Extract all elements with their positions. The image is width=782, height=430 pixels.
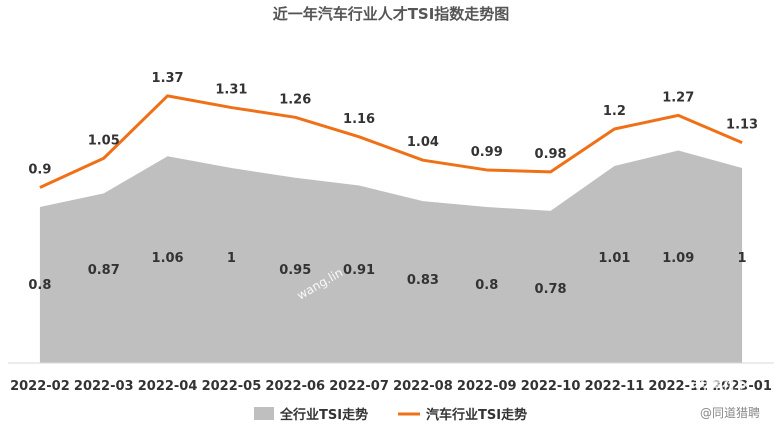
x-tick-label: 2022-07 <box>329 379 389 394</box>
line-data-label: 1.37 <box>152 71 184 86</box>
legend-swatch-all-industry <box>254 407 274 420</box>
line-data-label: 0.99 <box>471 145 503 160</box>
line-data-label: 0.9 <box>28 163 51 178</box>
legend-label-all-industry: 全行业TSI走势 <box>279 407 368 423</box>
area-data-label: 0.78 <box>535 282 567 297</box>
x-tick-label: 2022-10 <box>521 379 581 394</box>
x-tick-label: 2022-05 <box>202 379 262 394</box>
legend-label-auto-industry: 汽车行业TSI走势 <box>426 407 527 423</box>
area-data-label: 0.87 <box>88 263 120 278</box>
line-data-label: 1.26 <box>279 92 311 107</box>
x-tick-label: 2022-04 <box>138 379 198 394</box>
line-series-auto-industry <box>39 94 743 189</box>
line-data-label: 1.13 <box>726 118 758 133</box>
x-tick-label: 2023-01 <box>712 379 772 394</box>
legend: 全行业TSI走势 汽车行业TSI走势 <box>254 407 527 423</box>
area-data-label: 0.83 <box>407 273 439 288</box>
area-series-all-industry <box>39 150 743 363</box>
x-tick-label: 2022-08 <box>393 379 453 394</box>
area-data-label: 0.91 <box>343 263 375 278</box>
line-data-label: 1.27 <box>662 90 694 105</box>
watermark-brand: 老虎社区 <box>691 376 752 394</box>
x-tick-label: 2022-03 <box>74 379 134 394</box>
area-data-label: 0.95 <box>279 263 311 278</box>
line-data-label: 1.16 <box>343 112 375 127</box>
area-data-label: 0.8 <box>475 278 498 293</box>
area-data-label: 1.06 <box>152 251 184 266</box>
line-data-label: 1.05 <box>88 133 120 148</box>
watermark-source: @同道猎聘 <box>700 406 760 420</box>
area-data-label: 0.8 <box>28 278 51 293</box>
area-data-label: 1.01 <box>598 251 630 266</box>
x-tick-label: 2022-12 <box>648 379 708 394</box>
area-data-label: 1.09 <box>662 251 694 266</box>
x-tick-label: 2022-06 <box>265 379 325 394</box>
plot-area: 0.80.871.06 10.95 0.910.83 0.8 0.781.01 1.09 1… <box>8 71 774 394</box>
area-data-label: 1 <box>227 251 236 266</box>
x-tick-label: 2022-09 <box>457 379 517 394</box>
line-data-label: 0.98 <box>535 147 567 162</box>
line-data-label: 1.04 <box>407 135 439 150</box>
area-data-label: 1 <box>738 251 747 266</box>
x-tick-label: 2022-11 <box>585 379 645 394</box>
x-tick-label: 2022-02 <box>10 379 70 394</box>
chart-title: 近一年汽车行业人才TSI指数走势图 <box>273 5 510 23</box>
line-data-label: 1.2 <box>603 104 626 119</box>
line-data-label: 1.31 <box>215 83 247 98</box>
